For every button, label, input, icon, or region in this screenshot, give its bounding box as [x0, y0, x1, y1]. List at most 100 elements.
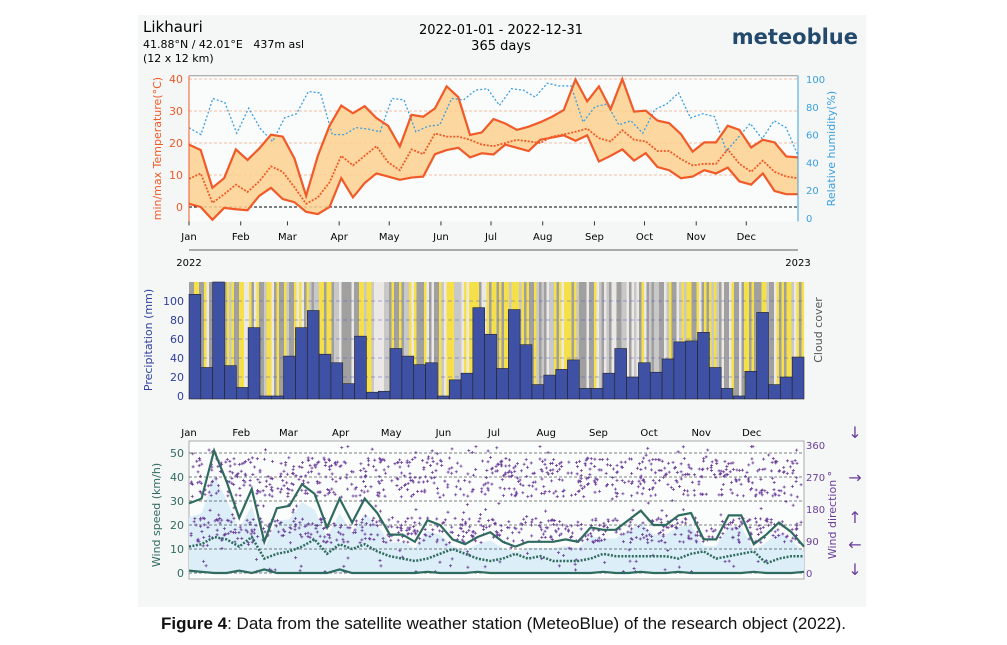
wind-direction-point	[316, 481, 320, 485]
wind-direction-point	[246, 541, 250, 545]
wind-direction-point	[408, 460, 412, 464]
wind-direction-point	[551, 523, 555, 527]
wind-direction-point	[405, 528, 409, 532]
wind-direction-point	[605, 483, 609, 487]
wind-direction-point	[552, 491, 556, 495]
cloud-cover-stripe	[564, 282, 567, 399]
wind-direction-point	[381, 537, 385, 541]
wind-direction-point	[678, 540, 682, 544]
wind-direction-point	[256, 489, 260, 493]
wind-direction-point	[242, 461, 246, 465]
precipitation-bar	[366, 391, 379, 400]
wind-direction-point	[711, 529, 715, 533]
wind-direction-point	[236, 475, 240, 479]
wind-direction-point	[630, 538, 634, 542]
wind-direction-point	[629, 530, 633, 534]
wind-direction-point	[779, 489, 783, 493]
wind-direction-point	[268, 483, 272, 487]
wind-direction-point	[512, 466, 516, 470]
wind-direction-point	[380, 479, 384, 483]
y2-tick-label: 40	[806, 158, 819, 169]
min-temperature-line	[188, 133, 798, 222]
wind-direction-point	[205, 543, 209, 547]
wind-direction-point	[483, 482, 487, 486]
wind-direction-point	[675, 526, 679, 530]
wind-direction-point	[354, 522, 358, 526]
wind-direction-point	[737, 517, 741, 521]
wind-direction-point	[398, 465, 402, 469]
wind-direction-point	[207, 534, 211, 538]
wind-direction-point	[378, 456, 382, 460]
cloud-cover-stripe	[521, 282, 525, 399]
wind-direction-point	[379, 459, 383, 463]
wind-direction-point	[765, 517, 769, 521]
wind-direction-point	[304, 532, 308, 536]
wind-direction-point	[435, 538, 439, 542]
wind-direction-point	[400, 461, 404, 465]
wind-direction-point	[539, 521, 543, 525]
wind-direction-point	[377, 475, 381, 479]
wind-direction-point	[687, 463, 691, 467]
cloud-cover-stripe	[561, 282, 565, 399]
wind-direction-point	[563, 527, 567, 531]
wind-direction-point	[345, 476, 349, 480]
precipitation-bar	[780, 376, 793, 400]
wind-direction-point	[576, 520, 580, 524]
wind-direction-point	[220, 546, 224, 550]
wind-direction-point	[287, 456, 291, 460]
wind-direction-point	[233, 462, 237, 466]
wind-direction-point	[328, 468, 332, 472]
wind-direction-point	[431, 532, 435, 536]
wind-direction-point	[338, 476, 342, 480]
wind-direction-point	[341, 537, 345, 541]
wind-direction-point	[446, 510, 450, 514]
precipitation-bar	[614, 348, 627, 400]
cloud-cover-stripe	[534, 282, 537, 399]
month-label: Jan	[180, 232, 196, 243]
wind-direction-point	[540, 557, 544, 561]
wind-direction-point	[785, 471, 789, 475]
wind-direction-point	[794, 479, 798, 483]
wind-direction-point	[678, 484, 682, 488]
wind-direction-point	[199, 481, 203, 485]
wind-direction-point	[737, 478, 741, 482]
wind-direction-point	[541, 532, 545, 536]
mean-temperature-line	[188, 127, 799, 205]
wind-direction-point	[791, 503, 795, 507]
wind-direction-point	[223, 533, 227, 537]
wind-direction-point	[646, 501, 650, 505]
precipitation-bar	[756, 312, 769, 400]
wind-direction-point	[196, 537, 200, 541]
wind-direction-point	[467, 529, 471, 533]
wind-direction-point	[693, 473, 697, 477]
wind-direction-point	[692, 488, 696, 492]
wind-direction-point	[216, 518, 220, 522]
wind-direction-point	[281, 479, 285, 483]
wind-direction-point	[514, 490, 518, 494]
wind-direction-point	[209, 493, 213, 497]
wind-direction-point	[761, 467, 765, 471]
wind-direction-point	[276, 487, 280, 491]
y-tick-label: 30	[169, 105, 183, 118]
wind-direction-point	[724, 468, 728, 472]
cloud-cover-stripe	[469, 282, 472, 399]
wind-direction-point	[470, 490, 474, 494]
wind-direction-point	[327, 465, 331, 469]
wind-direction-point	[410, 516, 414, 520]
wind-direction-point	[322, 456, 326, 460]
wind-direction-point	[763, 489, 767, 493]
wind-direction-point	[407, 464, 411, 468]
wind-direction-point	[378, 559, 382, 563]
wind-direction-point	[328, 536, 332, 540]
wind-direction-point	[416, 489, 420, 493]
wind-direction-point	[673, 533, 677, 537]
wind-direction-point	[683, 488, 687, 492]
wind-direction-point	[720, 493, 724, 497]
wind-direction-point	[697, 482, 701, 486]
wind-direction-point	[430, 456, 434, 460]
wind-direction-point	[560, 478, 564, 482]
wind-direction-point	[194, 523, 198, 527]
wind-direction-point	[575, 472, 579, 476]
wind-direction-point	[210, 468, 214, 472]
